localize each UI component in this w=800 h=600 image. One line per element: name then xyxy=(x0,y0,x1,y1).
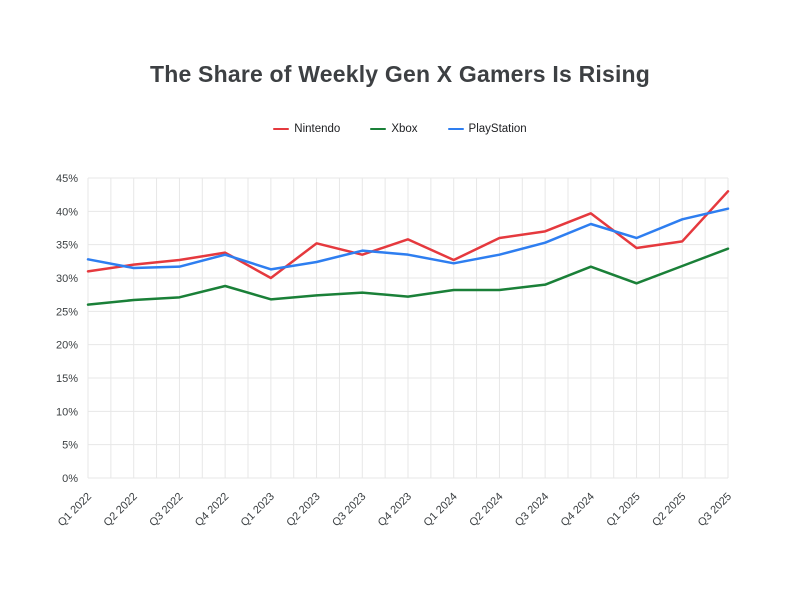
legend-swatch-playstation xyxy=(447,127,464,131)
legend-label-playstation: PlayStation xyxy=(468,123,527,135)
legend-item-nintendo: Nintendo xyxy=(273,123,340,135)
series-line-xbox xyxy=(86,247,730,306)
chart-title: The Share of Weekly Gen X Gamers Is Risi… xyxy=(149,61,651,87)
x-axis-tick-label: Q4 2024 xyxy=(559,491,597,529)
y-axis-tick-label: 0% xyxy=(62,473,78,485)
legend-item-xbox: Xbox xyxy=(370,123,418,135)
legend-item-playstation: PlayStation xyxy=(447,123,527,135)
x-axis-tick-label: Q3 2022 xyxy=(147,491,185,529)
y-axis-tick-label: 5% xyxy=(62,440,78,452)
legend-swatch-xbox xyxy=(370,127,387,131)
x-axis-tick-label: Q3 2023 xyxy=(330,491,368,529)
y-axis-tick-label: 25% xyxy=(56,306,78,318)
y-axis-tick-label: 15% xyxy=(56,373,78,385)
x-axis-tick-label: Q1 2024 xyxy=(422,491,460,529)
legend-swatch-nintendo xyxy=(273,127,290,131)
y-axis-tick-label: 30% xyxy=(56,273,78,285)
series-line-playstation xyxy=(86,207,730,271)
legend-label-nintendo: Nintendo xyxy=(294,123,341,135)
x-axis-tick-label: Q4 2023 xyxy=(376,491,414,529)
y-axis-tick-label: 20% xyxy=(56,340,78,352)
legend-label-xbox: Xbox xyxy=(391,123,418,135)
x-axis-tick-label: Q3 2024 xyxy=(513,491,551,529)
series-line-nintendo xyxy=(86,190,730,280)
y-axis-tick-label: 10% xyxy=(56,406,78,418)
y-axis-tick-label: 45% xyxy=(56,173,78,185)
x-axis-tick-label: Q3 2025 xyxy=(696,491,734,529)
y-axis-tick-label: 35% xyxy=(56,240,78,252)
chart-legend: Nintendo Xbox PlayStation xyxy=(0,123,800,135)
x-axis-tick-label: Q4 2022 xyxy=(193,491,231,529)
x-axis-tick-label: Q1 2022 xyxy=(56,491,94,529)
x-axis-tick-label: Q1 2023 xyxy=(239,491,277,529)
x-axis-tick-label: Q2 2024 xyxy=(467,491,505,529)
x-axis-tick-label: Q2 2023 xyxy=(284,491,322,529)
x-axis-tick-label: Q2 2025 xyxy=(650,491,688,529)
x-axis-tick-label: Q1 2025 xyxy=(604,491,642,529)
y-axis-tick-label: 40% xyxy=(56,206,78,218)
x-axis-tick-label: Q2 2022 xyxy=(102,491,140,529)
